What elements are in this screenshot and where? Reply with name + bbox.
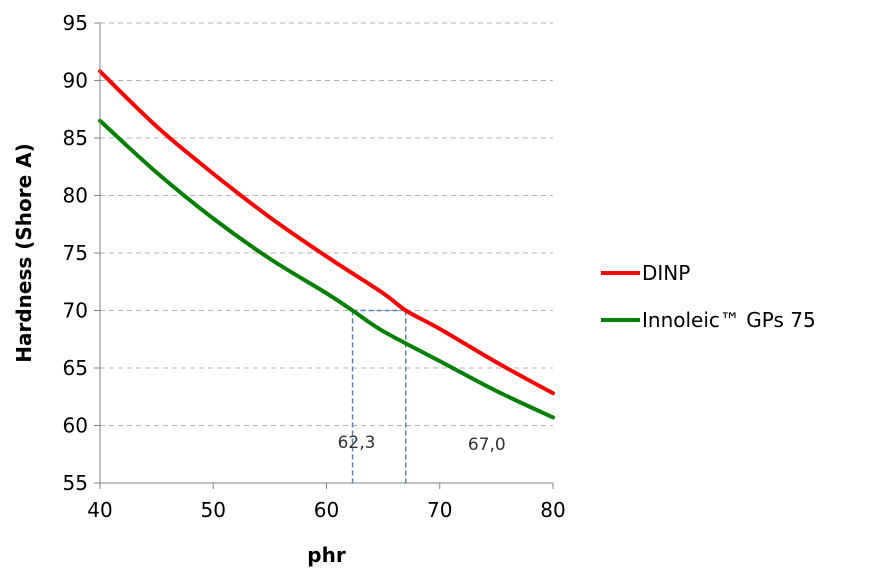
series-lines (98, 69, 555, 420)
annotation-labels: 62,3 67,0 (338, 433, 506, 455)
axes (94, 22, 554, 489)
x-tick-label: 40 (87, 498, 112, 522)
series-line-2 (98, 118, 555, 420)
x-tick-label: 80 (540, 498, 565, 522)
legend: DINP Innoleic™ GPs 75 (601, 261, 816, 332)
legend-label-1: DINP (642, 261, 690, 285)
y-tick-label: 65 (63, 356, 88, 380)
series-line-1 (98, 69, 555, 396)
annotation-label-2: 67,0 (468, 435, 506, 455)
y-tick-label: 85 (63, 126, 88, 150)
y-tick-label: 80 (63, 184, 88, 208)
x-tick-label: 60 (314, 498, 339, 522)
y-axis-title: Hardness (Shore A) (12, 143, 36, 363)
x-tick-label: 50 (201, 498, 226, 522)
reference-lines (351, 309, 407, 483)
y-tick-label: 90 (63, 69, 88, 93)
y-tick-label: 55 (63, 471, 88, 495)
gridlines (100, 22, 553, 426)
legend-label-2: Innoleic™ GPs 75 (642, 308, 816, 332)
y-tick-label: 60 (63, 414, 88, 438)
x-tick-label: 70 (427, 498, 452, 522)
x-axis-title: phr (307, 543, 346, 567)
y-tick-label: 95 (63, 11, 88, 35)
y-tick-label: 75 (63, 241, 88, 265)
x-tick-labels: 40 50 60 70 80 (87, 498, 565, 522)
y-tick-labels: 55 60 65 70 75 80 85 90 95 (63, 11, 88, 495)
y-tick-label: 70 (63, 299, 88, 323)
annotation-label-1: 62,3 (338, 433, 376, 453)
